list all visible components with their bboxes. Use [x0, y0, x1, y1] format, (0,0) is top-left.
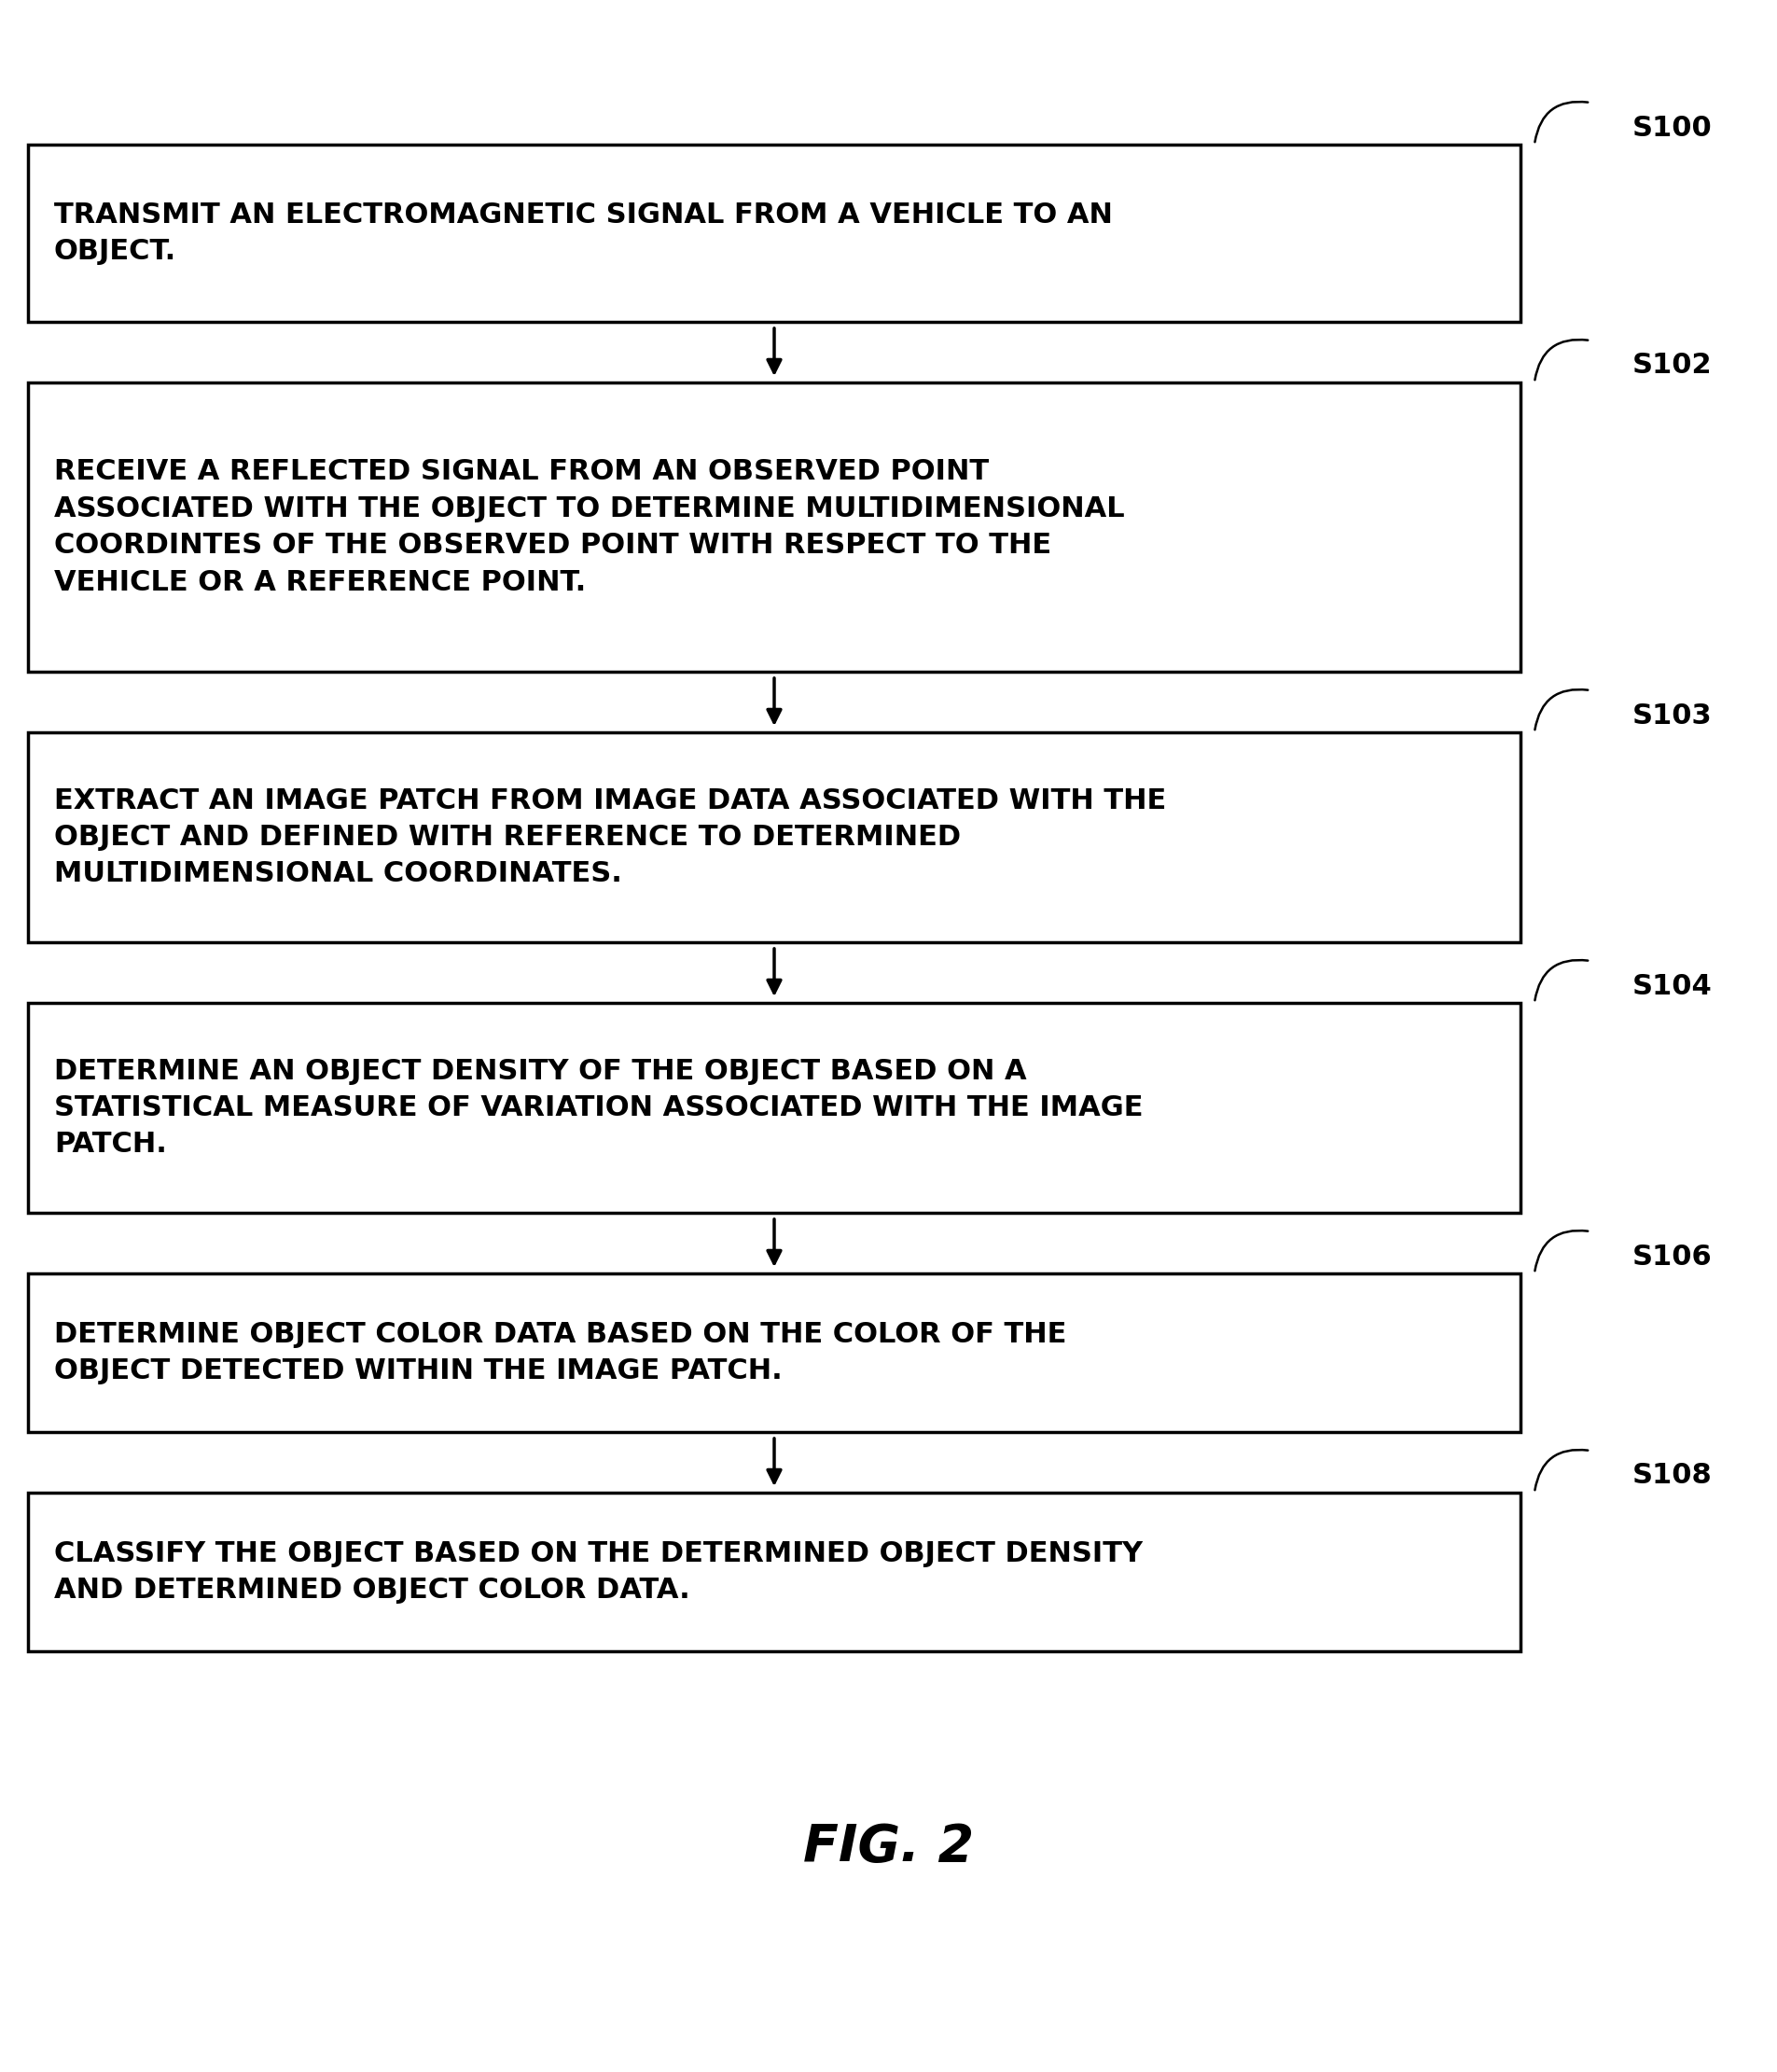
Text: DETERMINE OBJECT COLOR DATA BASED ON THE COLOR OF THE
OBJECT DETECTED WITHIN THE: DETERMINE OBJECT COLOR DATA BASED ON THE…: [53, 1320, 1066, 1384]
Bar: [28, 731, 1519, 943]
Text: EXTRACT AN IMAGE PATCH FROM IMAGE DATA ASSOCIATED WITH THE
OBJECT AND DEFINED WI: EXTRACT AN IMAGE PATCH FROM IMAGE DATA A…: [53, 787, 1166, 887]
Text: S108: S108: [1631, 1463, 1711, 1490]
Text: S106: S106: [1631, 1243, 1711, 1270]
Text: S100: S100: [1631, 114, 1711, 141]
Bar: [28, 383, 1519, 671]
Text: FIG. 2: FIG. 2: [803, 1821, 974, 1873]
Text: DETERMINE AN OBJECT DENSITY OF THE OBJECT BASED ON A
STATISTICAL MEASURE OF VARI: DETERMINE AN OBJECT DENSITY OF THE OBJEC…: [53, 1057, 1143, 1158]
Text: S103: S103: [1631, 702, 1711, 729]
Text: S102: S102: [1631, 352, 1711, 379]
Bar: [28, 145, 1519, 321]
Text: RECEIVE A REFLECTED SIGNAL FROM AN OBSERVED POINT
ASSOCIATED WITH THE OBJECT TO : RECEIVE A REFLECTED SIGNAL FROM AN OBSER…: [53, 458, 1125, 595]
Text: TRANSMIT AN ELECTROMAGNETIC SIGNAL FROM A VEHICLE TO AN
OBJECT.: TRANSMIT AN ELECTROMAGNETIC SIGNAL FROM …: [53, 201, 1112, 265]
Bar: [28, 1492, 1519, 1651]
Bar: [28, 1274, 1519, 1432]
Text: S104: S104: [1631, 972, 1711, 999]
Text: CLASSIFY THE OBJECT BASED ON THE DETERMINED OBJECT DENSITY
AND DETERMINED OBJECT: CLASSIFY THE OBJECT BASED ON THE DETERMI…: [53, 1539, 1143, 1604]
Bar: [28, 1003, 1519, 1212]
